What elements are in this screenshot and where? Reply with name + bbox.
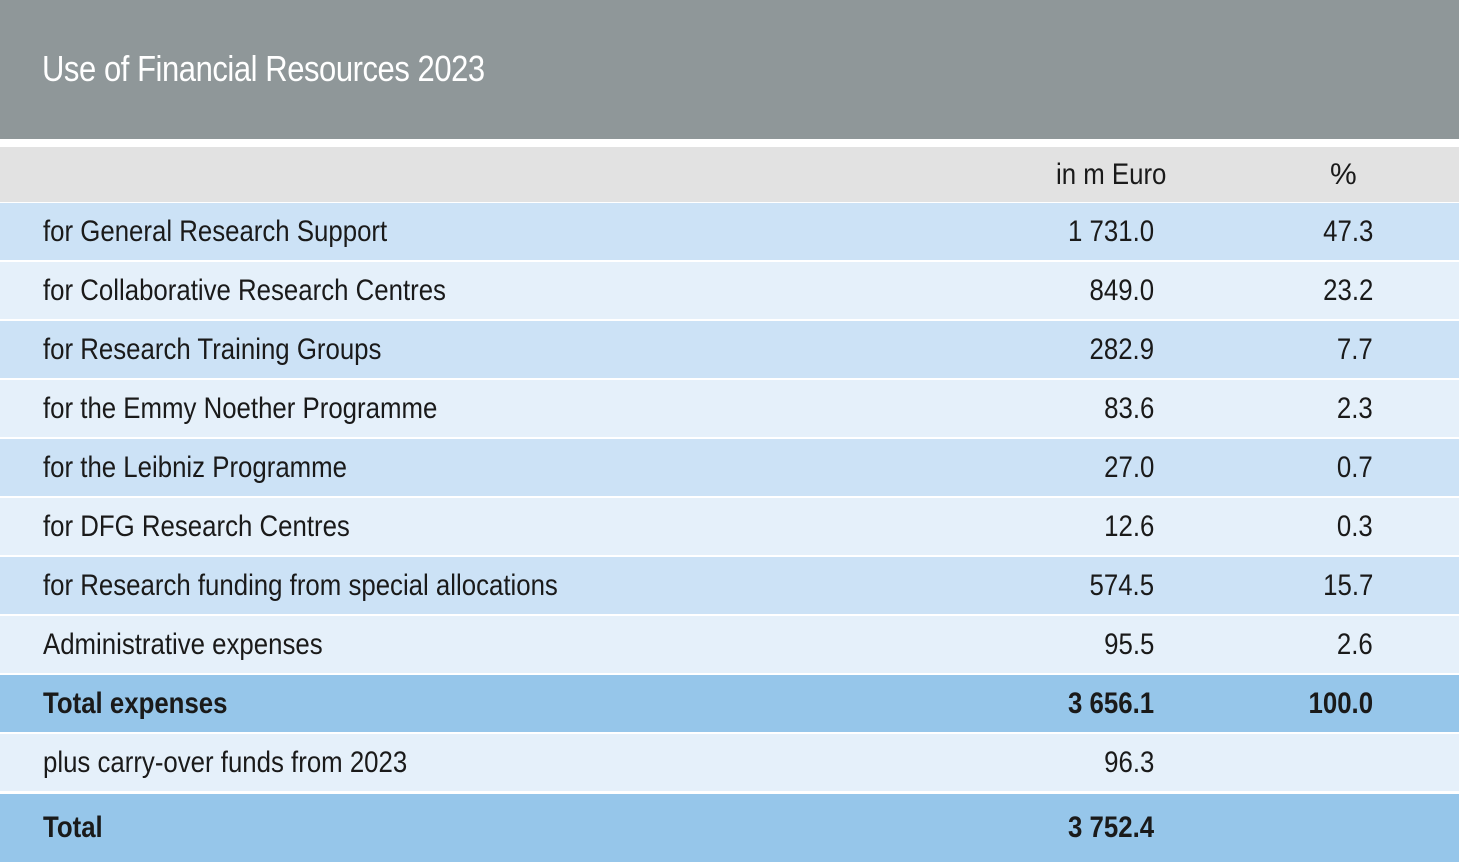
table-row: for DFG Research Centres 12.6 0.3 (0, 498, 1459, 555)
row-label: for the Leibniz Programme (43, 450, 348, 484)
row-percent: 0.3 (1337, 509, 1373, 543)
table-row: for Collaborative Research Centres 849.0… (0, 262, 1459, 319)
row-label: for Research Training Groups (43, 332, 382, 366)
total-expenses-row: Total expenses 3 656.1 100.0 (0, 675, 1459, 732)
row-percent: 0.7 (1337, 450, 1373, 484)
row-label: Administrative expenses (43, 627, 323, 661)
table-row: for the Leibniz Programme 27.0 0.7 (0, 439, 1459, 496)
row-label: for the Emmy Noether Programme (43, 391, 438, 425)
row-label: for DFG Research Centres (43, 509, 350, 543)
row-percent: 2.3 (1337, 391, 1373, 425)
row-percent: 2.6 (1337, 627, 1373, 661)
financial-table: in m Euro % for General Research Support… (0, 147, 1459, 864)
row-label: for Collaborative Research Centres (43, 273, 446, 307)
row-value: 83.6 (1103, 391, 1154, 425)
table-row: for Research Training Groups 282.9 7.7 (0, 321, 1459, 378)
row-label: for Research funding from special alloca… (43, 568, 558, 602)
column-header-percent: % (1330, 157, 1357, 191)
table-header-row: in m Euro % (0, 147, 1459, 202)
column-header-euro: in m Euro (1056, 157, 1167, 191)
row-percent: 47.3 (1322, 214, 1373, 248)
table-row: for Research funding from special alloca… (0, 557, 1459, 614)
carry-over-value: 96.3 (1103, 745, 1154, 779)
row-percent: 23.2 (1322, 273, 1373, 307)
table-row: Administrative expenses 95.5 2.6 (0, 616, 1459, 673)
row-value: 12.6 (1103, 509, 1154, 543)
total-expenses-percent: 100.0 (1308, 686, 1373, 720)
row-value: 574.5 (1089, 568, 1154, 602)
carry-over-row: plus carry-over funds from 2023 96.3 (0, 734, 1459, 791)
table-row: for the Emmy Noether Programme 83.6 2.3 (0, 380, 1459, 437)
grand-total-label: Total (43, 811, 103, 844)
carry-over-label: plus carry-over funds from 2023 (43, 745, 408, 779)
row-percent: 7.7 (1337, 332, 1373, 366)
page-title: Use of Financial Resources 2023 (42, 48, 485, 89)
row-value: 849.0 (1089, 273, 1154, 307)
row-value: 282.9 (1089, 332, 1154, 366)
table-row: for General Research Support 1 731.0 47.… (0, 203, 1459, 260)
row-value: 1 731.0 (1067, 214, 1154, 248)
row-value: 27.0 (1103, 450, 1154, 484)
row-percent: 15.7 (1322, 568, 1373, 602)
grand-total-row: Total 3 752.4 (0, 794, 1459, 862)
total-expenses-label: Total expenses (43, 686, 228, 720)
grand-total-value: 3 752.4 (1067, 811, 1154, 844)
row-value: 95.5 (1103, 627, 1154, 661)
title-bar: Use of Financial Resources 2023 (0, 0, 1459, 139)
total-expenses-value: 3 656.1 (1067, 686, 1154, 720)
row-label: for General Research Support (43, 214, 388, 248)
